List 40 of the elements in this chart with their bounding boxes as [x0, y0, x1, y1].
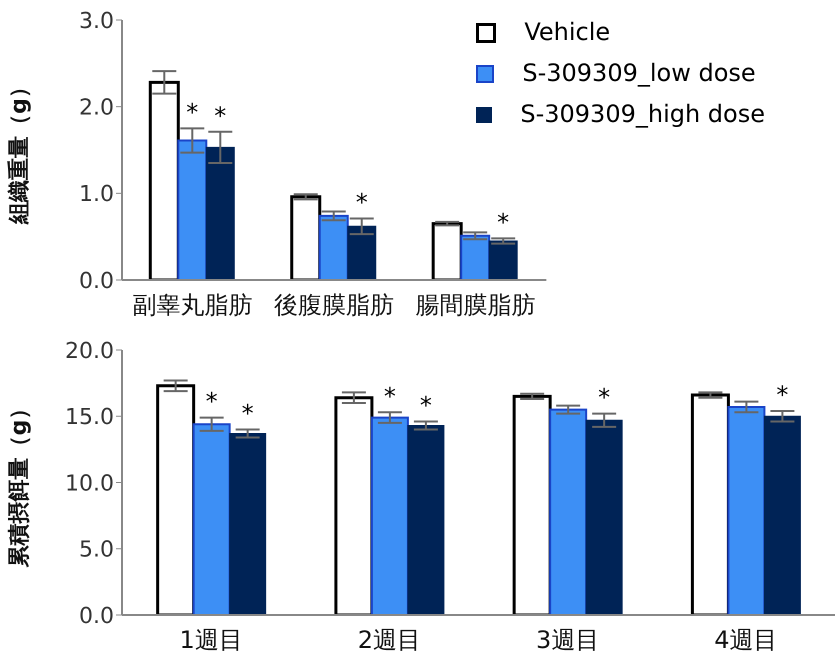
bar	[148, 80, 180, 280]
y-tick-label: 2.0	[79, 95, 114, 120]
legend-label: S-309309_high dose	[520, 99, 765, 130]
legend-label: S-309309_low dose	[522, 58, 756, 89]
data-label: *	[497, 208, 510, 236]
bar	[347, 226, 376, 280]
x-tick-label: 4週目	[714, 626, 778, 654]
data-label: *	[776, 380, 788, 409]
y-tick-label: 1.0	[79, 182, 114, 208]
y-axis-title: 組織重量（g）	[6, 76, 32, 225]
bar	[318, 214, 349, 280]
y-tick-label: 0.0	[79, 268, 114, 294]
y-axis-title: 累積摂餌量（g）	[6, 398, 32, 568]
data-label: *	[242, 400, 254, 428]
bar	[460, 234, 490, 280]
x-tick-label: 3週目	[536, 626, 600, 654]
y-tick-label: 0.0	[79, 604, 114, 629]
data-label: *	[186, 98, 198, 126]
data-label: *	[356, 188, 368, 216]
data-label: *	[598, 384, 610, 412]
x-tick-label: 1週目	[179, 626, 243, 654]
data-label: *	[420, 392, 432, 420]
y-tick-label: 10.0	[65, 471, 114, 496]
x-tick-label: 副睾丸脂肪	[132, 291, 253, 320]
bar	[290, 195, 322, 280]
bar	[177, 139, 208, 280]
legend-label: Vehicle	[524, 17, 610, 48]
bar	[432, 222, 463, 280]
y-tick-label: 15.0	[65, 405, 114, 430]
bar	[206, 146, 235, 280]
data-label: *	[214, 102, 226, 130]
y-tick-label: 20.0	[65, 338, 114, 364]
data-label: *	[206, 388, 218, 416]
data-label: *	[384, 382, 396, 410]
bar	[488, 240, 518, 280]
x-tick-label: 腸間膜脂肪	[416, 291, 536, 320]
y-tick-label: 5.0	[79, 538, 114, 563]
x-tick-label: 2週目	[358, 626, 422, 654]
y-tick-label: 3.0	[79, 8, 114, 34]
x-tick-label: 後腹膜脂肪	[274, 291, 394, 320]
